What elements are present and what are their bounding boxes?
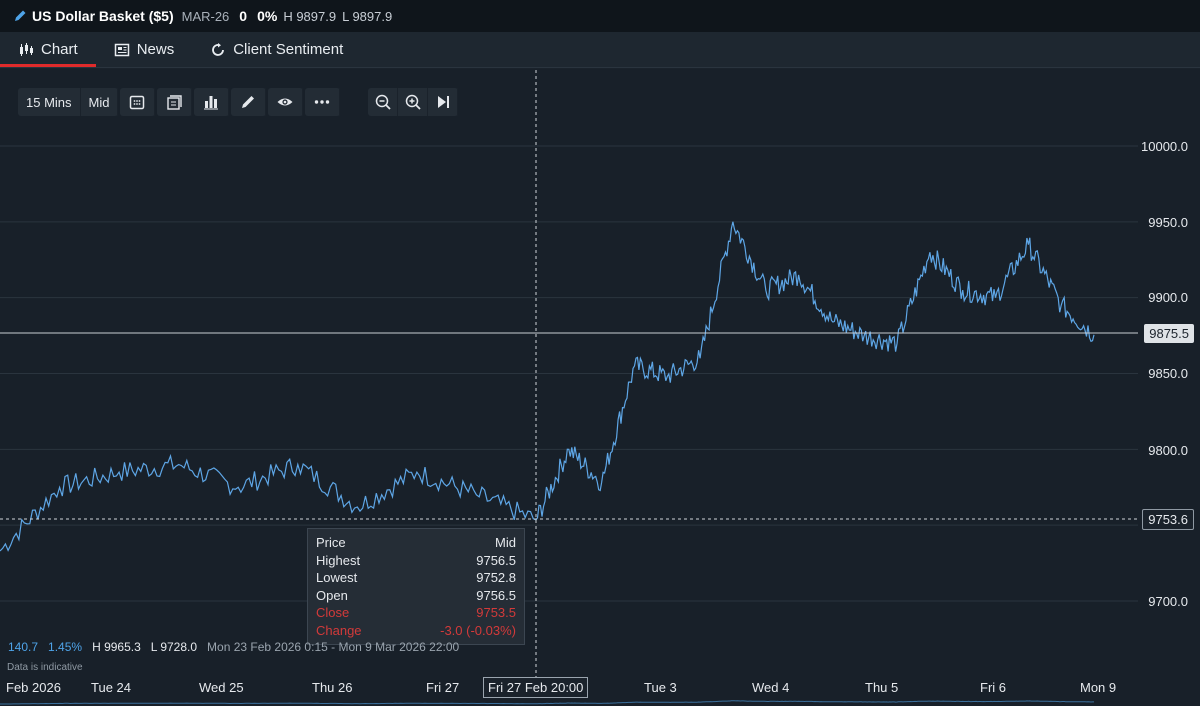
tooltip-value: 9756.5 bbox=[476, 552, 516, 568]
tooltip-label: Price bbox=[316, 535, 346, 550]
disclaimer: Data is indicative bbox=[7, 662, 83, 673]
instrument-header: US Dollar Basket ($5) MAR-26 0 0% H 9897… bbox=[0, 0, 1200, 32]
calendar-button[interactable] bbox=[120, 88, 156, 116]
chart-toolbar: 15 Mins Mid bbox=[18, 88, 460, 116]
candlestick-icon bbox=[20, 42, 33, 56]
navigator-series bbox=[0, 700, 1094, 705]
ohlc-tooltip: Price Mid Highest 9756.5 Lowest 9752.8 O… bbox=[307, 528, 525, 645]
eye-icon bbox=[277, 98, 293, 106]
price-line bbox=[0, 221, 1095, 552]
calendar-icon bbox=[130, 95, 145, 110]
tab-chart[interactable]: Chart bbox=[0, 32, 96, 67]
change-value: 0 bbox=[239, 8, 248, 24]
date-tick: Fri 27 bbox=[426, 680, 460, 695]
date-tick: Wed 4 bbox=[752, 680, 790, 695]
date-tick: Mon 9 bbox=[1080, 680, 1117, 695]
newspaper-icon bbox=[114, 43, 129, 56]
tooltip-value: 9753.5 bbox=[476, 605, 516, 621]
zoom-out-icon bbox=[375, 94, 391, 110]
visibility-button[interactable] bbox=[268, 88, 304, 116]
tooltip-label: Change bbox=[316, 622, 362, 638]
tab-chart-label: Chart bbox=[41, 41, 78, 58]
last-price-tag: 9875.5 bbox=[1144, 324, 1194, 343]
draw-icon bbox=[242, 96, 255, 108]
tooltip-label: Highest bbox=[316, 552, 361, 568]
more-icon bbox=[315, 100, 330, 104]
day-high: H 9897.9 bbox=[283, 8, 337, 24]
zoom-in-icon bbox=[405, 94, 421, 110]
compare-icon bbox=[167, 95, 183, 110]
price-type-select[interactable]: Mid bbox=[81, 88, 119, 116]
tab-client-sentiment[interactable]: Client Sentiment bbox=[192, 32, 361, 67]
zoom-out-button[interactable] bbox=[368, 88, 399, 116]
range-dates: Mon 23 Feb 2026 0:15 - Mon 9 Mar 2026 22… bbox=[207, 640, 460, 654]
tab-client-sentiment-label: Client Sentiment bbox=[233, 41, 344, 58]
change-percent: 0% bbox=[257, 8, 278, 24]
jump-to-latest-button[interactable] bbox=[428, 88, 459, 116]
tab-news-label: News bbox=[136, 41, 175, 58]
tooltip-value: Mid bbox=[495, 535, 516, 550]
price-tick: 10000.0 bbox=[1141, 139, 1188, 154]
tooltip-row: Open 9756.5 bbox=[316, 587, 516, 605]
day-low: L 9897.9 bbox=[342, 8, 393, 24]
tooltip-row: Close 9753.5 bbox=[316, 604, 516, 622]
date-tick: Tue 3 bbox=[644, 680, 677, 695]
date-tick: Thu 26 bbox=[312, 680, 353, 695]
expiry-label: MAR-26 bbox=[181, 8, 230, 24]
tooltip-row: Highest 9756.5 bbox=[316, 552, 516, 570]
instrument-title: US Dollar Basket ($5) bbox=[32, 8, 174, 24]
tooltip-row: Change -3.0 (-0.03%) bbox=[316, 622, 516, 640]
date-tick: Wed 25 bbox=[199, 680, 244, 695]
draw-button[interactable] bbox=[231, 88, 267, 116]
zoom-in-button[interactable] bbox=[398, 88, 429, 116]
refresh-icon bbox=[212, 42, 225, 56]
tooltip-value: -3.0 (-0.03%) bbox=[440, 622, 516, 638]
interval-select[interactable]: 15 Mins bbox=[18, 88, 81, 116]
range-stats: 140.7 1.45% H 9965.3 L 9728.0 Mon 23 Feb… bbox=[8, 640, 459, 654]
more-button[interactable] bbox=[305, 88, 341, 116]
date-tick: Thu 5 bbox=[865, 680, 899, 695]
tooltip-label: Lowest bbox=[316, 570, 358, 586]
tooltip-label: Close bbox=[316, 605, 350, 621]
date-tick: Tue 24 bbox=[91, 680, 131, 695]
tooltip-row: Lowest 9752.8 bbox=[316, 569, 516, 587]
tooltip-value: 9756.5 bbox=[476, 587, 516, 603]
tab-bar: Chart News Client Sentiment bbox=[0, 32, 1200, 68]
crosshair-price-tag: 9753.6 bbox=[1142, 509, 1194, 530]
price-tick: 9700.0 bbox=[1148, 594, 1188, 609]
crosshair-date-tag: Fri 27 Feb 20:00 bbox=[483, 677, 589, 698]
range-high: H 9965.3 bbox=[92, 640, 141, 654]
price-tick: 9800.0 bbox=[1148, 443, 1188, 458]
range-low: L 9728.0 bbox=[150, 640, 198, 654]
tooltip-value: 9752.8 bbox=[476, 570, 516, 586]
range-change-percent: 1.45% bbox=[48, 640, 83, 654]
range-change-value: 140.7 bbox=[8, 640, 39, 654]
skip-end-icon bbox=[437, 96, 449, 108]
date-tick: Feb 2026 bbox=[6, 680, 61, 695]
date-tick: Fri 6 bbox=[980, 680, 1006, 695]
price-tick: 9950.0 bbox=[1148, 215, 1188, 230]
tooltip-row: Price Mid bbox=[316, 534, 516, 552]
compare-button[interactable] bbox=[157, 88, 193, 116]
price-tick: 9850.0 bbox=[1148, 366, 1188, 381]
price-tick: 9900.0 bbox=[1148, 290, 1188, 305]
edit-icon[interactable] bbox=[12, 8, 28, 24]
chart-area[interactable] bbox=[0, 69, 1200, 706]
tooltip-label: Open bbox=[316, 587, 348, 603]
bar-chart-icon bbox=[204, 96, 219, 110]
tab-news[interactable]: News bbox=[96, 32, 193, 67]
chart-type-button[interactable] bbox=[194, 88, 230, 116]
